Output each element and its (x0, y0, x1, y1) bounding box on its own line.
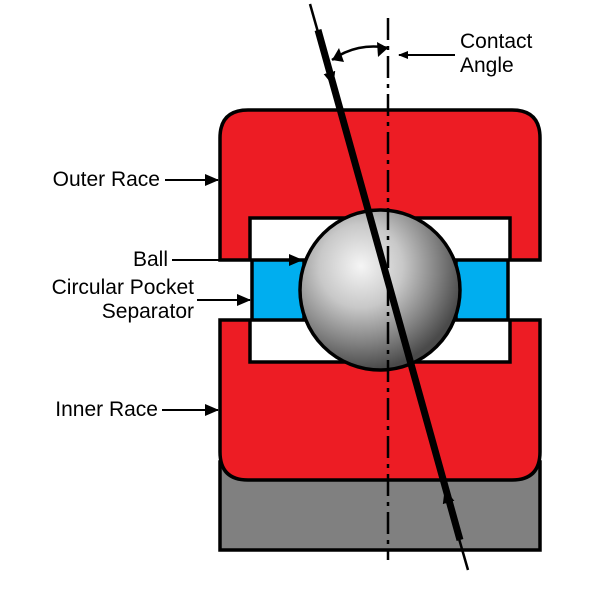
label-text: Circular Pocket (52, 276, 194, 299)
label-ball: Ball (92, 248, 168, 272)
label-separator: Circular Pocket Separator (2, 276, 194, 324)
label-text: Ball (133, 248, 168, 271)
separator-left (252, 260, 304, 320)
label-text: Separator (102, 300, 194, 323)
separator-right (456, 260, 508, 320)
label-text: Outer Race (53, 168, 160, 191)
label-text: Contact (460, 30, 532, 53)
label-outer-race: Outer Race (38, 168, 160, 192)
label-text: Inner Race (55, 398, 158, 421)
angle-arc (332, 42, 388, 62)
label-text: Angle (460, 54, 514, 77)
label-contact-angle: Contact Angle (460, 30, 532, 78)
label-inner-race: Inner Race (40, 398, 158, 422)
ball (300, 210, 460, 370)
